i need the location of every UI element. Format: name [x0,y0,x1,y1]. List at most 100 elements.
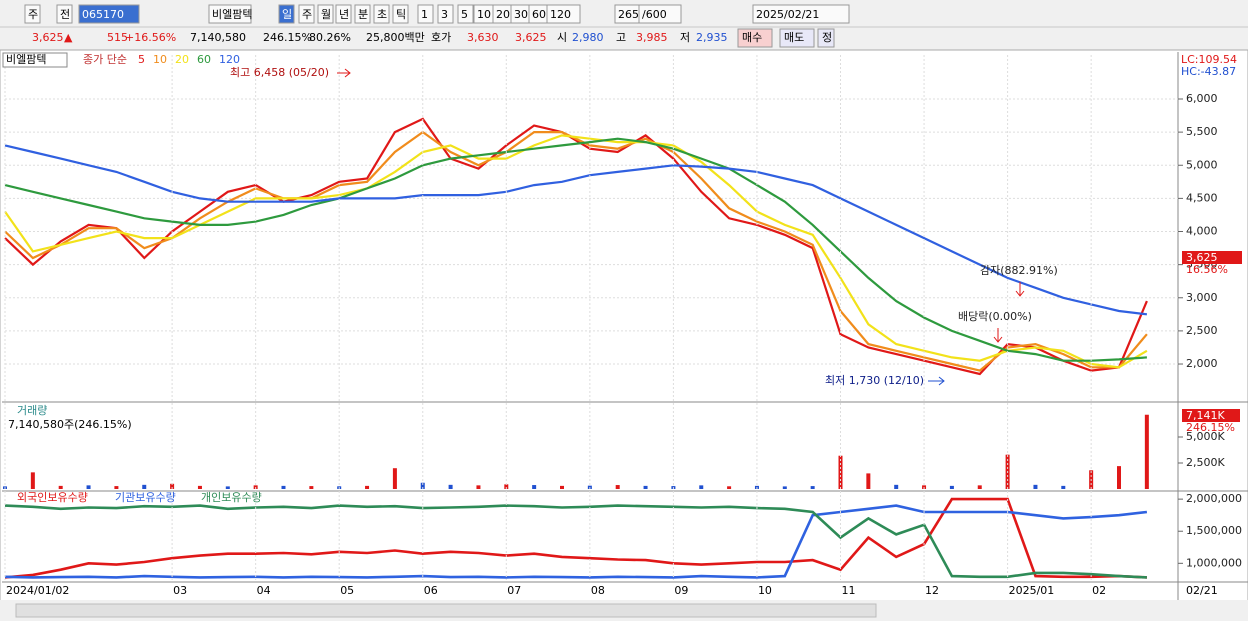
toolbar-label[interactable]: 065170 [82,8,124,21]
toolbar-label[interactable]: 10 [477,8,491,21]
volume-bar [476,485,481,489]
toolbar-label[interactable]: 일 [282,7,292,21]
volume-bar [365,485,370,489]
toolbar-label[interactable]: 265 [618,8,639,21]
volume-bar [30,472,35,489]
annotation-arrow [1015,282,1025,297]
toolbar-button[interactable] [546,4,581,24]
toolbar-button[interactable] [317,4,334,24]
scroll-track[interactable] [15,603,877,618]
quote-field: 3,985 [636,31,668,44]
toolbar-button[interactable] [56,4,73,24]
toolbar-label[interactable]: 1 [421,8,428,21]
price-badge [1182,251,1242,264]
toolbar-button[interactable] [752,4,850,24]
toolbar-button[interactable] [78,4,140,24]
panel-title: 거래량 [17,404,47,417]
toolbar-label[interactable]: 년 [339,8,349,21]
y-tick-label: 2,500 [1186,324,1218,337]
volume-bar [560,485,564,489]
volume-bar [782,486,787,489]
toolbar-label[interactable]: 2025/02/21 [756,8,819,21]
annotation: 배당락(0.00%) [958,310,1032,323]
toolbar-label[interactable]: 전 [60,8,70,21]
legend-entry: 120 [219,53,240,66]
volume-bar [504,484,509,489]
x-tick-label: 05 [340,584,354,597]
volume-bar [1117,466,1121,489]
quote-field[interactable]: 매수 [742,31,762,44]
volume-bar [866,473,871,489]
toolbar-button[interactable] [417,4,434,24]
legend-title: 비엘팜텍 [6,53,46,66]
x-tick-label: 02/21 [1186,584,1218,597]
volume-bar [949,485,954,489]
volume-badge [1182,409,1240,422]
toolbar-label[interactable]: 20 [496,8,510,21]
volume-bar [894,484,899,489]
toolbar-label[interactable]: 30 [514,8,528,21]
corner-label: HC:-43.87 [1181,65,1236,78]
quote-field: 3,630 [467,31,499,44]
toolbar-button[interactable] [335,4,352,24]
panel-subtitle: 7,140,580주(246.15%) [8,418,132,431]
volume-bar [1061,485,1066,489]
toolbar-label[interactable]: 3 [441,8,448,21]
order-button[interactable] [817,28,835,48]
toolbar-button[interactable] [208,4,252,24]
series-line [4,137,1147,362]
volume-bar [114,486,119,489]
legend-label: 종가 단순 [83,53,127,66]
toolbar-label[interactable]: /600 [642,8,667,21]
volume-bar [170,483,175,489]
y-tick-label: 5,000K [1186,430,1225,443]
y-tick-label: 6,000 [1186,92,1218,105]
series-line [4,144,1148,316]
toolbar-label[interactable]: 분 [358,8,368,21]
toolbar-label[interactable]: 월 [321,8,331,21]
toolbar-button[interactable] [457,4,474,24]
toolbar-label[interactable]: 틱 [396,8,406,21]
toolbar-label[interactable]: 5 [461,8,468,21]
volume-bar [532,485,537,489]
toolbar-button[interactable] [354,4,371,24]
quote-field: ▲ [64,31,73,44]
toolbar-button[interactable] [373,4,390,24]
toolbar-button[interactable] [638,4,682,24]
volume-bar [1033,484,1038,489]
toolbar-button[interactable] [392,4,409,24]
x-tick-label: 02 [1092,584,1106,597]
quote-field: 저 [680,31,690,44]
volume-change-label: 246.15% [1186,421,1235,434]
x-tick-label: 10 [758,584,772,597]
toolbar-label[interactable]: 120 [550,8,571,21]
order-button[interactable] [737,28,773,48]
quote-field[interactable]: 정 [822,31,832,44]
series-line [4,497,1147,579]
toolbar-label[interactable]: 주 [28,8,38,21]
y-tick-label: 3,000 [1186,291,1218,304]
series-line [4,117,1148,376]
toolbar-label[interactable]: 60 [532,8,546,21]
toolbar-label[interactable]: 주 [302,8,312,21]
series-line [4,130,1148,372]
series-line [4,134,1148,369]
toolbar-label[interactable]: 초 [377,8,387,21]
quote-field[interactable]: 매도 [784,31,804,44]
toolbar-label[interactable]: 비엘팜텍 [212,8,252,21]
quote-field: 2,980 [572,31,604,44]
volume-bar [86,485,91,489]
order-button[interactable] [779,28,815,48]
x-tick-label: 11 [842,584,856,597]
volume-bar [643,485,648,489]
toolbar-button[interactable] [278,4,295,24]
volume-bar [142,484,147,489]
toolbar-button[interactable] [298,4,315,24]
y-tick-label: 4,500 [1186,191,1218,204]
annotation-arrow [993,328,1003,343]
y-tick-label: 5,000 [1186,158,1218,171]
toolbar-button[interactable] [24,4,41,24]
toolbar-button[interactable] [437,4,454,24]
annotation: 최저 1,730 (12/10) [825,374,924,387]
volume-bar [615,485,620,489]
